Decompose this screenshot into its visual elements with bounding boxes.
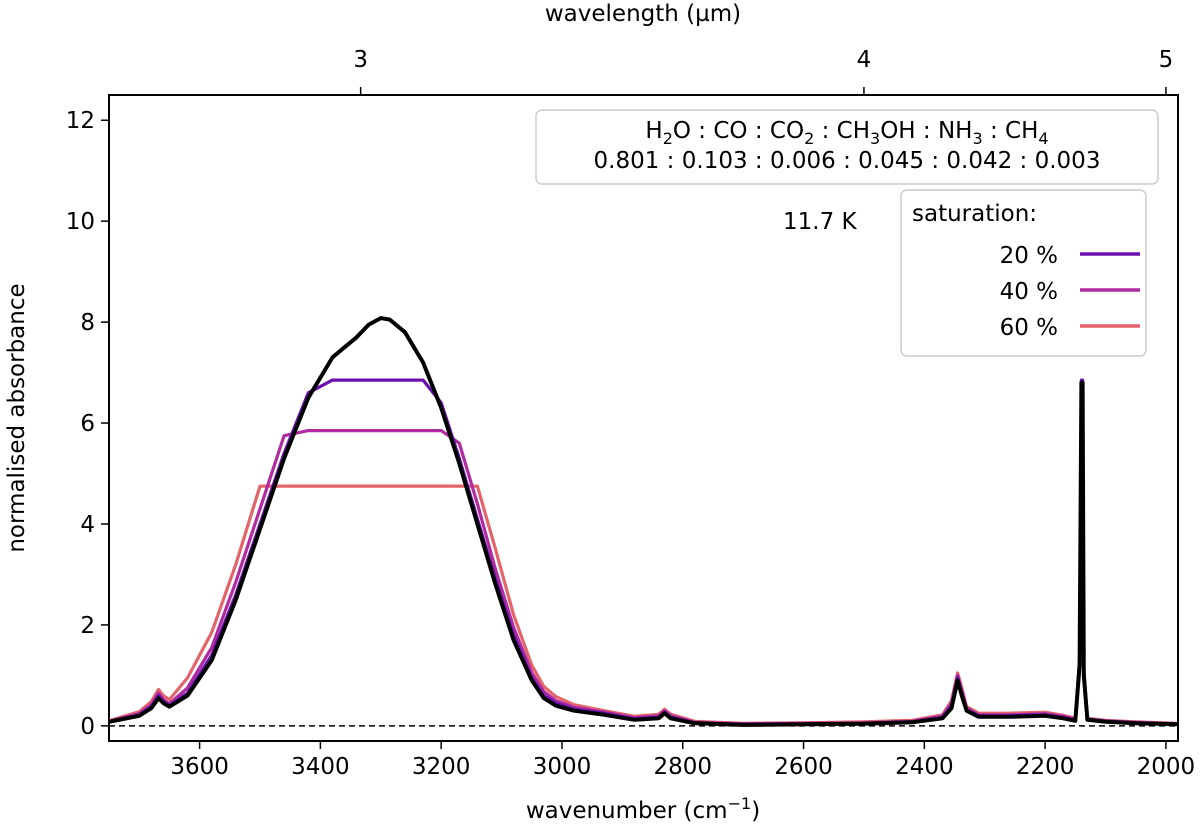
y-axis-ticks: 0 2 4 6 8 10 12 (66, 108, 109, 740)
legend-entry-label: 60 % (1000, 315, 1058, 341)
y-tick-label: 10 (66, 209, 95, 235)
y-tick-label: 8 (80, 310, 95, 336)
x-tick-label: 2800 (653, 754, 712, 780)
x-tick-label: 3000 (533, 754, 592, 780)
composition-species: H2O : CO : CO2 : CH3OH : NH3 : CH4 (645, 118, 1048, 148)
temperature-label: 11.7 K (783, 209, 858, 235)
y-axis-label: normalised absorbance (4, 283, 30, 552)
x-tick-label: 2000 (1137, 754, 1196, 780)
y-tick-label: 0 (80, 714, 95, 740)
x-tick-label: 2600 (774, 754, 833, 780)
series-line-60-percent (109, 484, 1178, 725)
top-tick-label: 3 (353, 47, 368, 73)
y-tick-label: 6 (80, 411, 95, 437)
legend-entry-label: 40 % (1000, 279, 1058, 305)
x-tick-label: 2400 (895, 754, 954, 780)
y-tick-label: 2 (80, 613, 95, 639)
x-tick-label: 3600 (170, 754, 229, 780)
legend-entry-label: 20 % (1000, 243, 1058, 269)
series-line-unsaturated (109, 316, 1178, 727)
x-tick-label: 3200 (412, 754, 471, 780)
top-tick-label: 4 (857, 47, 872, 73)
composition-ratios: 0.801 : 0.103 : 0.006 : 0.045 : 0.042 : … (594, 148, 1101, 174)
top-axis-label: wavelength (µm) (545, 1, 741, 27)
y-tick-label: 4 (80, 512, 95, 538)
x-axis-label: wavenumber (cm−1) (526, 794, 760, 824)
series-layer (109, 316, 1178, 727)
x-tick-label: 3400 (291, 754, 350, 780)
legend: saturation: 20 % 40 % 60 % (900, 189, 1147, 357)
plot-frame (108, 94, 1179, 742)
top-tick-label: 5 (1159, 47, 1174, 73)
x-tick-label: 2200 (1016, 754, 1075, 780)
x-axis-ticks: 3600 3400 3200 3000 2800 2600 2400 2200 2000 (170, 741, 1195, 780)
top-axis-ticks: 3 4 5 (353, 47, 1173, 95)
series-line-20-percent (109, 378, 1178, 726)
series-line-40-percent (109, 429, 1178, 726)
y-tick-label: 12 (66, 108, 95, 134)
legend-title: saturation: (912, 201, 1037, 227)
composition-box: H2O : CO : CO2 : CH3OH : NH3 : CH4 0.801… (535, 109, 1159, 185)
